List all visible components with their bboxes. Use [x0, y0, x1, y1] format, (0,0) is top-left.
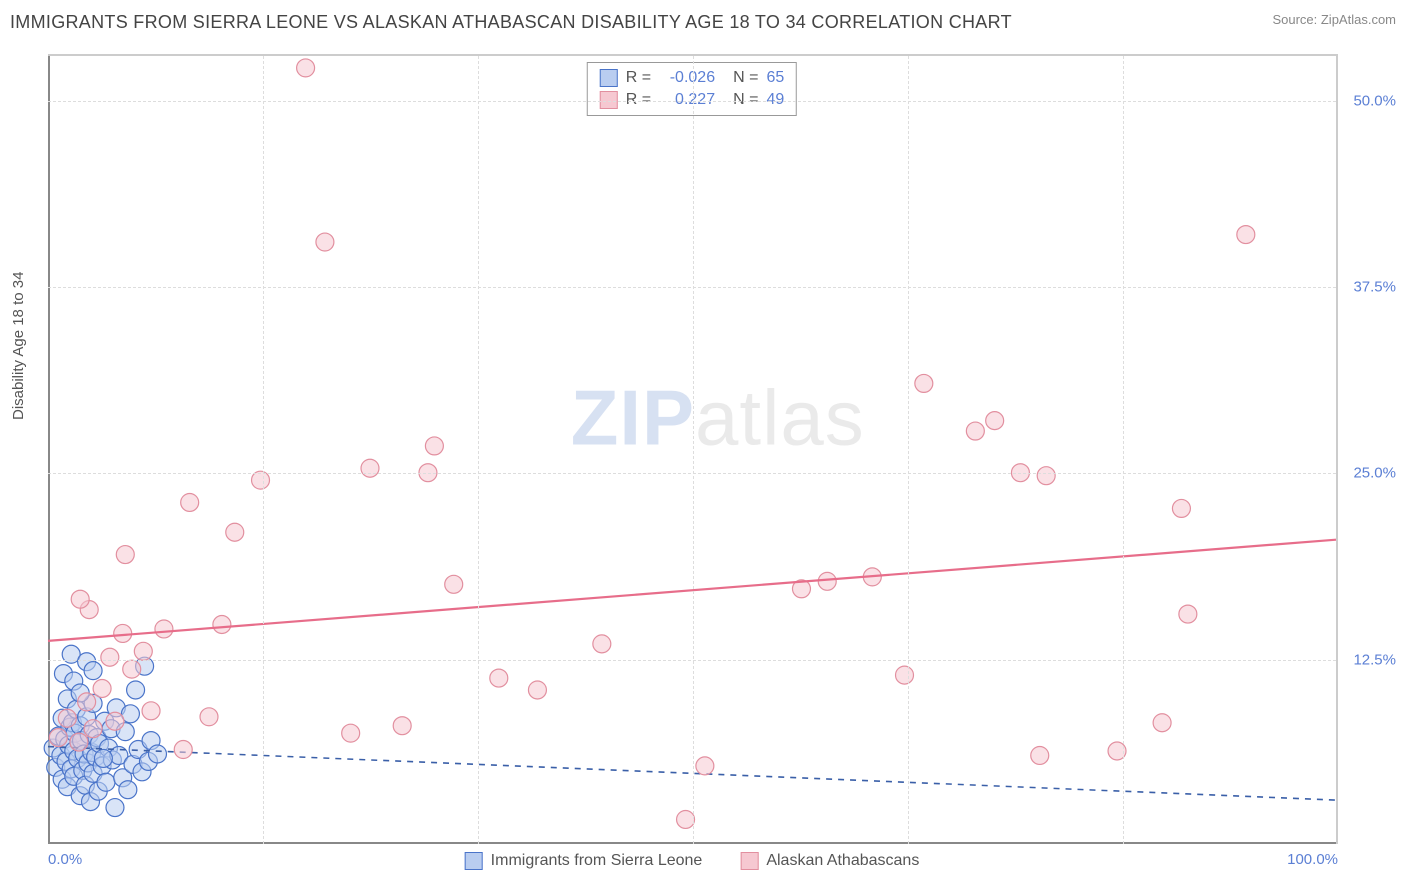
scatter-point — [986, 412, 1004, 430]
scatter-point — [1179, 605, 1197, 623]
legend-top: R = -0.026 N = 65 R = 0.227 N = 49 — [587, 62, 797, 116]
scatter-point — [966, 422, 984, 440]
legend-swatch — [600, 69, 618, 87]
scatter-point — [71, 590, 89, 608]
scatter-point — [361, 459, 379, 477]
scatter-point — [1153, 714, 1171, 732]
scatter-point — [1037, 467, 1055, 485]
source-label: Source: ZipAtlas.com — [1272, 12, 1396, 27]
x-tick-label: 0.0% — [48, 851, 82, 868]
legend-bottom-item: Immigrants from Sierra Leone — [465, 852, 703, 870]
scatter-point — [677, 810, 695, 828]
scatter-point — [1172, 499, 1190, 517]
scatter-point — [84, 720, 102, 738]
scatter-point — [528, 681, 546, 699]
grid-line-v — [1123, 56, 1124, 844]
trend-line — [48, 747, 1336, 801]
scatter-point — [84, 662, 102, 680]
legend-swatch — [465, 852, 483, 870]
scatter-point — [70, 733, 88, 751]
trend-line — [48, 540, 1336, 641]
grid-line-h — [48, 287, 1336, 288]
scatter-point — [425, 437, 443, 455]
scatter-point — [490, 669, 508, 687]
scatter-point — [818, 572, 836, 590]
legend-n-value: 65 — [766, 67, 784, 89]
grid-line-v — [478, 56, 479, 844]
scatter-point — [93, 680, 111, 698]
scatter-point — [97, 773, 115, 791]
scatter-point — [200, 708, 218, 726]
scatter-point — [78, 693, 96, 711]
y-tick-label: 12.5% — [1353, 651, 1396, 668]
chart-title: IMMIGRANTS FROM SIERRA LEONE VS ALASKAN … — [10, 12, 1012, 33]
scatter-point — [213, 616, 231, 634]
grid-line-h — [48, 101, 1336, 102]
grid-line-v — [263, 56, 264, 844]
scatter-point — [445, 575, 463, 593]
y-tick-label: 50.0% — [1353, 92, 1396, 109]
scatter-point — [342, 724, 360, 742]
legend-series-name: Immigrants from Sierra Leone — [491, 852, 703, 870]
grid-line-h — [48, 660, 1336, 661]
scatter-point — [148, 745, 166, 763]
scatter-point — [297, 59, 315, 77]
legend-row: R = -0.026 N = 65 — [600, 67, 784, 89]
scatter-point — [593, 635, 611, 653]
scatter-point — [896, 666, 914, 684]
scatter-point — [1031, 746, 1049, 764]
chart-header: IMMIGRANTS FROM SIERRA LEONE VS ALASKAN … — [10, 12, 1396, 33]
scatter-point — [119, 781, 137, 799]
scatter-point — [174, 741, 192, 759]
y-tick-label: 37.5% — [1353, 279, 1396, 296]
scatter-svg — [48, 56, 1336, 845]
scatter-point — [106, 799, 124, 817]
scatter-point — [127, 681, 145, 699]
scatter-point — [1237, 226, 1255, 244]
y-axis-label: Disability Age 18 to 34 — [10, 272, 27, 420]
scatter-point — [123, 660, 141, 678]
grid-line-v — [908, 56, 909, 844]
scatter-point — [393, 717, 411, 735]
scatter-point — [101, 648, 119, 666]
y-tick-label: 25.0% — [1353, 465, 1396, 482]
legend-bottom-item: Alaskan Athabascans — [740, 852, 919, 870]
chart-plot-area: ZIPatlas R = -0.026 N = 65 R = 0.227 N =… — [48, 54, 1338, 844]
legend-bottom: Immigrants from Sierra Leone Alaskan Ath… — [465, 852, 920, 870]
scatter-point — [142, 702, 160, 720]
scatter-point — [181, 493, 199, 511]
scatter-point — [106, 712, 124, 730]
scatter-point — [696, 757, 714, 775]
scatter-point — [915, 374, 933, 392]
legend-swatch — [740, 852, 758, 870]
scatter-point — [134, 642, 152, 660]
legend-series-name: Alaskan Athabascans — [766, 852, 919, 870]
scatter-point — [58, 709, 76, 727]
scatter-point — [155, 620, 173, 638]
legend-r-label: R = — [626, 67, 651, 89]
scatter-point — [94, 749, 112, 767]
scatter-point — [316, 233, 334, 251]
legend-r-value: -0.026 — [659, 67, 715, 89]
grid-line-h — [48, 473, 1336, 474]
scatter-point — [116, 546, 134, 564]
x-tick-label: 100.0% — [1287, 851, 1338, 868]
grid-line-v — [693, 56, 694, 844]
legend-n-label: N = — [733, 67, 758, 89]
scatter-point — [226, 523, 244, 541]
scatter-point — [49, 729, 67, 747]
